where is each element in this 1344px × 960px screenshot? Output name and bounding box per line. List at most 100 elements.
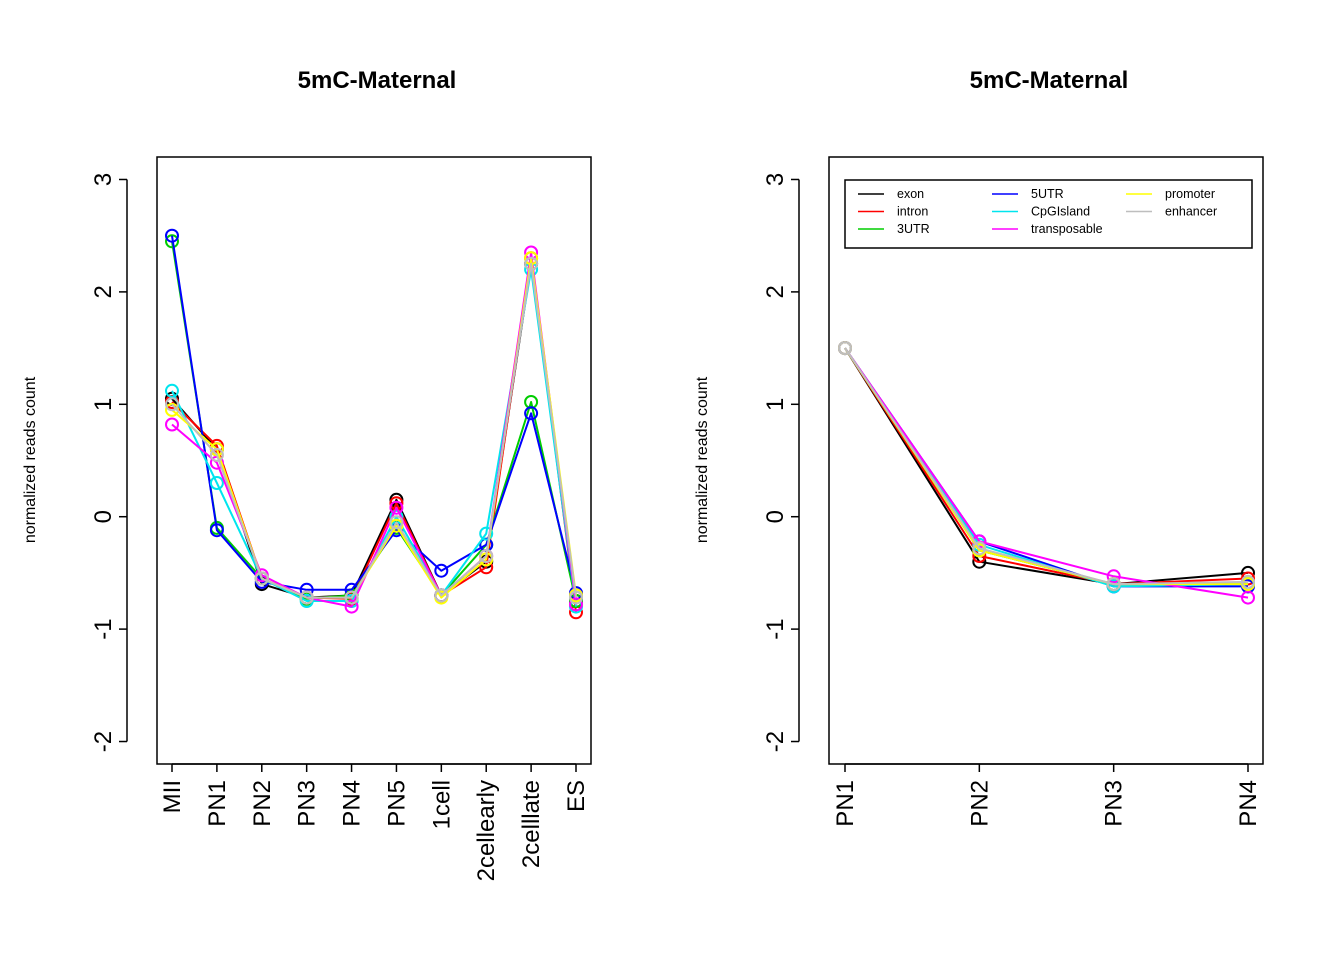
chart-left-title: 5mC-Maternal (298, 67, 457, 94)
chart-right-y-axis-label: normalized reads count (694, 376, 711, 543)
chart-left-x-tick-label: PN1 (204, 780, 231, 827)
chart-right-title: 5mC-Maternal (970, 67, 1129, 94)
chart-right-series-line (844, 347, 1249, 586)
chart-right: 5mC-Maternal normalized reads count 3 2 1 0… (694, 67, 1264, 827)
chart-right-series-line (844, 347, 1248, 586)
chart-left-data-point (524, 406, 539, 421)
chart-right-y-tick-label: -2 (762, 731, 789, 752)
chart-left: 5mC-Maternal normalized reads count 3 2 1 0… (22, 67, 592, 881)
chart-left-series-line (171, 235, 577, 594)
chart-left-data-point (479, 526, 494, 541)
chart-left-y-tick-label: 1 (90, 398, 117, 411)
chart-right-y-tick-label: -1 (762, 618, 789, 639)
chart-right-series-7 (838, 341, 1255, 592)
legend-label: exon (897, 187, 924, 201)
chart-left-data-point (434, 563, 449, 578)
chart-right-data-point (972, 541, 987, 556)
chart-left-data-point (344, 599, 359, 614)
legend-box (844, 179, 1253, 249)
chart-right-series-line (844, 347, 1248, 586)
legend-label: CpGIsland (1031, 205, 1090, 219)
legend-label: promoter (1165, 187, 1215, 201)
chart-left-data-point (165, 383, 179, 398)
chart-right-series-0 (838, 341, 1255, 592)
chart-left-data-point (165, 228, 179, 243)
chart-left-series-line (171, 262, 577, 599)
chart-left-data-point (209, 523, 224, 538)
chart-left-series-group (165, 228, 583, 620)
chart-right-y-tick-label: 0 (762, 510, 789, 523)
chart-left-x-tick-label: 1cell (428, 780, 455, 829)
chart-right-y-tick-label: 1 (762, 398, 789, 411)
legend-item: exon (858, 187, 924, 201)
chart-left-y-axis: 3 2 1 0 -1 -2 (90, 173, 128, 752)
legend-label: intron (897, 205, 928, 219)
legend-item: 3UTR (858, 222, 930, 236)
legend-item: enhancer (1126, 205, 1217, 219)
chart-right-x-tick-label: PN2 (966, 780, 993, 827)
chart-right-x-tick-label: PN3 (1101, 780, 1128, 827)
chart-right-data-point (838, 341, 852, 356)
chart-left-data-point (165, 234, 179, 249)
chart-left-data-point (209, 476, 224, 490)
chart-left-x-tick-label: PN3 (294, 780, 321, 827)
legend-item: CpGIsland (992, 205, 1090, 219)
chart-right-data-point (1241, 590, 1255, 605)
chart-left-series-7 (165, 256, 583, 605)
chart-left-data-point (209, 447, 224, 462)
chart-right-series-group (838, 341, 1255, 605)
chart-right-y-tick-label: 2 (762, 285, 789, 298)
chart-right-data-point (1106, 577, 1121, 592)
chart-left-x-tick-label: MII (159, 780, 186, 813)
chart-left-data-point (389, 515, 404, 530)
chart-left-data-point (254, 571, 269, 586)
chart-left-x-tick-label: 2cellearly (473, 780, 500, 881)
chart-left-data-point (569, 597, 583, 612)
chart-right-series-line (844, 347, 1249, 588)
chart-right-series-line (844, 347, 1248, 588)
chart-left-x-tick-label: PN5 (383, 780, 410, 827)
chart-left-y-tick-label: 2 (90, 285, 117, 298)
chart-left-series-line (171, 251, 577, 608)
chart-left-x-tick-label: ES (563, 780, 590, 812)
chart-right-x-axis: PN1 PN2 PN3 PN4 (832, 763, 1262, 827)
chart-left-series-0 (165, 256, 583, 608)
chart-left-y-tick-label: -1 (90, 618, 117, 639)
legend-item: transposable (992, 222, 1103, 236)
legend-label: transposable (1031, 222, 1103, 236)
chart-left-data-point (569, 590, 583, 605)
chart-right-series-line (844, 347, 1249, 586)
chart-right-series-3 (838, 341, 1255, 594)
chart-right-x-tick-label: PN4 (1235, 780, 1262, 827)
legend-label: 3UTR (897, 222, 930, 236)
chart-left-data-point (344, 590, 359, 605)
legend-label: 5UTR (1031, 187, 1064, 201)
chart-right-data-point (1106, 569, 1121, 584)
chart-left-x-axis: MII PN1 PN2 PN3 PN4 PN5 1cell 2cellearly 2cellla… (159, 763, 590, 881)
chart-right-series-line (844, 347, 1249, 586)
chart-right-x-tick-label: PN1 (832, 780, 859, 827)
chart-left-series-3 (165, 228, 583, 601)
legend-item: intron (858, 205, 928, 219)
chart-left-data-point (524, 256, 539, 271)
chart-left-y-tick-label: -2 (90, 731, 117, 752)
chart-right-data-point (1241, 574, 1255, 589)
chart-right-series-6 (838, 341, 1255, 592)
chart-right-y-tick-label: 3 (762, 173, 789, 186)
chart-left-x-tick-label: 2celllate (518, 780, 545, 868)
chart-left-data-point (165, 417, 179, 432)
chart-left-x-tick-label: PN2 (249, 780, 276, 827)
chart-right-series-1 (838, 341, 1255, 592)
chart-left-y-tick-label: 0 (90, 510, 117, 523)
chart-right-series-line (844, 347, 1249, 599)
legend-item: promoter (1126, 187, 1215, 201)
chart-left-data-point (479, 549, 494, 563)
chart-right-y-axis: 3 2 1 0 -1 -2 (762, 173, 800, 752)
chart-left-data-point (434, 588, 449, 603)
legend-label: enhancer (1165, 205, 1217, 219)
legend-item: 5UTR (992, 187, 1064, 201)
chart-left-data-point (299, 590, 314, 605)
chart-left-series-5 (165, 245, 583, 614)
chart-right-series-4 (838, 341, 1255, 594)
